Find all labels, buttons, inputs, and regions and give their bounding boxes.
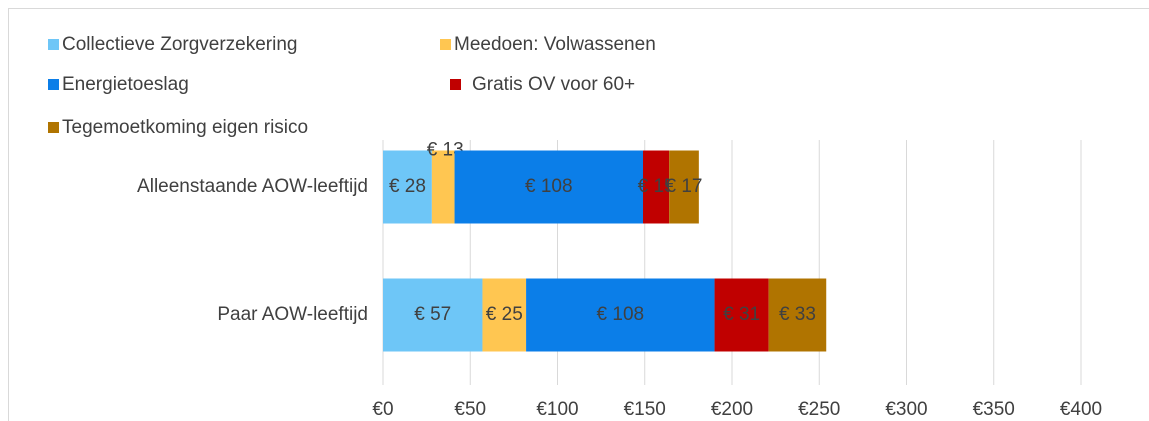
bar-segment (768, 278, 827, 352)
x-tick-label: €300 (885, 399, 927, 420)
legend-label: Tegemoetkoming eigen risico (62, 117, 308, 138)
bar-segment (383, 278, 483, 352)
x-tick-label: €0 (372, 399, 393, 420)
value-label: € 108 (525, 176, 573, 197)
bar-segment (482, 278, 527, 352)
bar-segment (454, 150, 644, 224)
x-tick-label: €250 (798, 399, 840, 420)
category-label: Alleenstaande AOW-leeftijd (137, 176, 368, 197)
bar-segment (669, 150, 699, 224)
x-tick-label: €350 (973, 399, 1015, 420)
bar-segment (643, 150, 670, 224)
bar-segment (383, 150, 432, 224)
x-tick-label: €400 (1060, 399, 1102, 420)
category-label: Paar AOW-leeftijd (217, 304, 368, 325)
legend-label: Meedoen: Volwassenen (454, 34, 656, 55)
x-tick-label: €150 (624, 399, 666, 420)
value-label: € 15 (638, 176, 675, 197)
x-tick-label: €100 (536, 399, 578, 420)
value-label: € 28 (389, 176, 426, 197)
bar-segment (431, 150, 455, 224)
legend-label: Collectieve Zorgverzekering (62, 34, 298, 55)
value-label: € 57 (414, 304, 451, 325)
value-label: € 33 (779, 304, 816, 325)
legend-swatch (48, 79, 59, 90)
legend-swatch (48, 39, 59, 50)
value-label: € 13 (427, 140, 464, 161)
bar-segment (714, 278, 769, 352)
value-label: € 17 (666, 176, 703, 197)
legend-label: Energietoeslag (62, 74, 189, 95)
legend-swatch (440, 39, 451, 50)
value-label: € 108 (597, 304, 645, 325)
value-label: € 31 (723, 304, 760, 325)
x-tick-label: €50 (454, 399, 486, 420)
legend-swatch (450, 79, 461, 90)
legend-swatch (48, 122, 59, 133)
value-label: € 25 (486, 304, 523, 325)
x-tick-label: €200 (711, 399, 753, 420)
bar-segment (526, 278, 715, 352)
legend-label: Gratis OV voor 60+ (472, 74, 635, 95)
